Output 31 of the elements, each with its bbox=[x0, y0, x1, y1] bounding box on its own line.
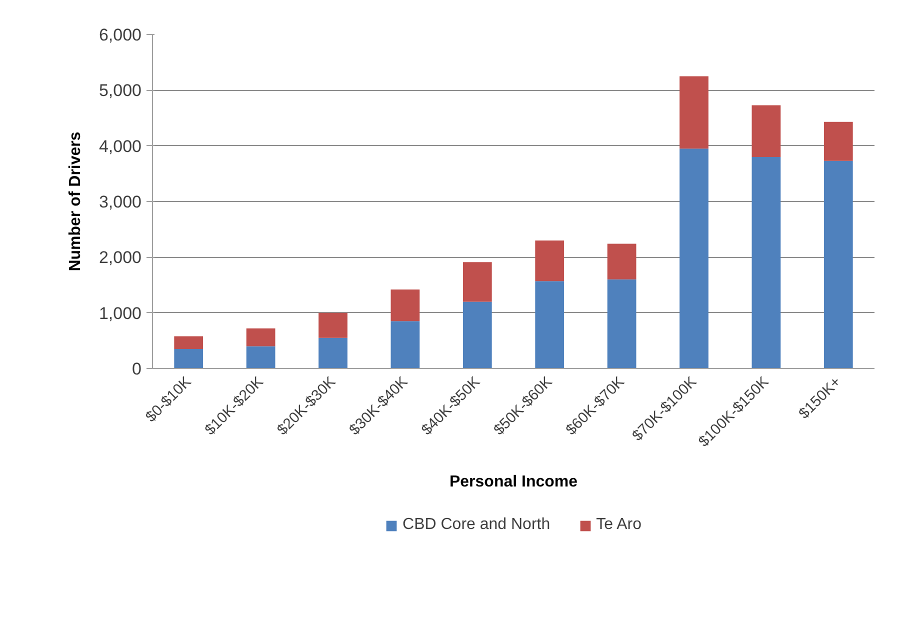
y-tick-label: 4,000 bbox=[98, 136, 142, 156]
bar bbox=[607, 244, 636, 280]
y-tick-label: 3,000 bbox=[98, 192, 142, 212]
bar bbox=[680, 76, 708, 149]
bar bbox=[752, 156, 781, 368]
bar bbox=[390, 321, 420, 368]
bar bbox=[390, 289, 420, 322]
bar bbox=[174, 336, 204, 350]
y-axis-title: Number of Drivers bbox=[66, 132, 84, 272]
bar bbox=[318, 312, 348, 338]
bar bbox=[607, 279, 636, 368]
bar bbox=[246, 328, 276, 346]
y-tick-label: 5,000 bbox=[98, 81, 142, 100]
bar bbox=[246, 346, 276, 368]
y-tick-label: 0 bbox=[132, 360, 142, 378]
bar bbox=[535, 281, 564, 368]
bar bbox=[824, 160, 853, 368]
legend-label: CBD Core and North bbox=[402, 516, 550, 534]
bar bbox=[752, 105, 781, 157]
x-axis-title: Personal Income bbox=[449, 473, 578, 490]
bar bbox=[462, 302, 492, 368]
bar bbox=[462, 262, 492, 302]
y-tick-label: 2,000 bbox=[98, 248, 142, 268]
bar bbox=[174, 349, 204, 368]
bar bbox=[680, 148, 708, 368]
legend-label: Te Aro bbox=[596, 516, 642, 534]
y-tick-label: 1,000 bbox=[98, 304, 142, 323]
bar bbox=[824, 122, 853, 161]
y-tick-label: 6,000 bbox=[98, 26, 142, 44]
bar bbox=[535, 240, 564, 282]
bar bbox=[318, 338, 348, 368]
